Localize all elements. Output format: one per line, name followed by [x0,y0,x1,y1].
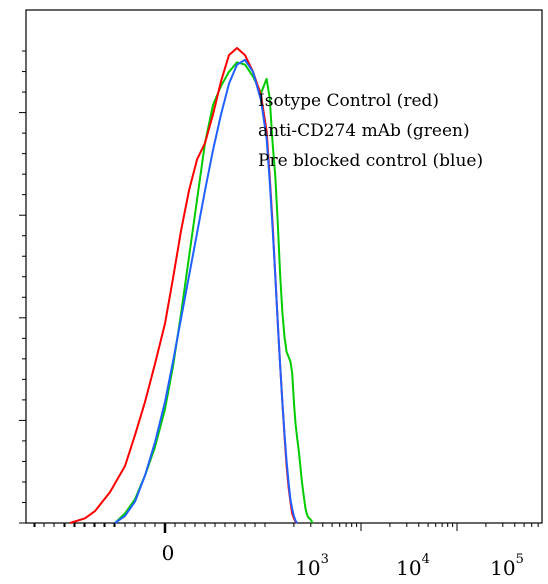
x-tick-label-1e3: 103 [295,552,329,580]
legend-entry-isotype: Isotype Control (red) [258,91,439,111]
plot-frame [25,9,543,524]
x-tick-label-0: 0 [162,541,175,565]
series-line-1 [114,61,314,524]
legend-entry-preblocked: Pre blocked control (blue) [258,151,483,171]
series-layer [69,47,314,524]
legend: Isotype Control (red) anti-CD274 mAb (gr… [258,91,483,171]
legend-entry-anti-cd274: anti-CD274 mAb (green) [258,121,470,141]
x-axis-ticks [33,523,539,533]
x-axis-tick-labels: 0 103 104 105 [162,541,524,580]
series-line-2 [114,58,298,524]
series-line-0 [69,47,298,524]
y-axis-ticks [19,50,26,524]
x-tick-label-1e5: 105 [490,552,524,580]
x-tick-label-1e4: 104 [396,552,430,580]
